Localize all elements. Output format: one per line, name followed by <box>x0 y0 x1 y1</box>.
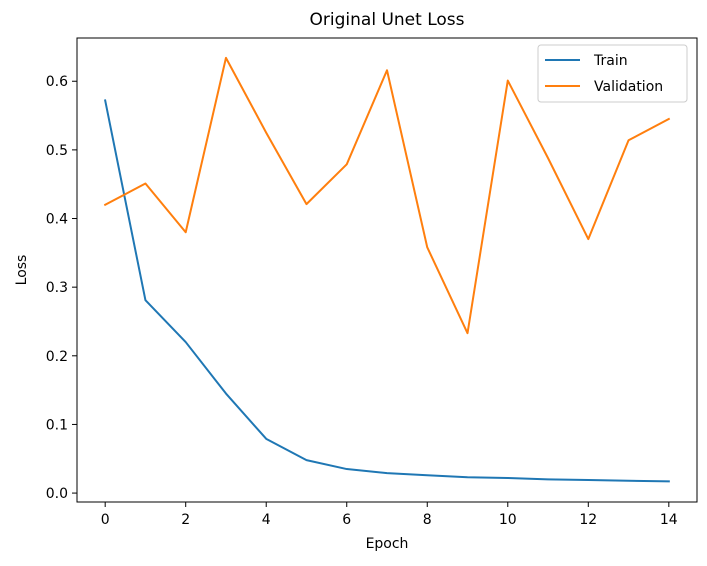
x-tick-label: 4 <box>262 512 271 528</box>
y-tick-label: 0.5 <box>46 143 68 159</box>
x-axis-label: Epoch <box>366 536 409 552</box>
x-tick-label: 0 <box>101 512 110 528</box>
x-tick-label: 2 <box>181 512 190 528</box>
y-tick-label: 0.0 <box>46 486 68 502</box>
x-axis: 0 2 4 6 8 10 12 14 <box>101 502 678 528</box>
y-tick-label: 0.3 <box>46 280 68 296</box>
legend-label-validation: Validation <box>594 79 663 95</box>
y-axis: 0.0 0.1 0.2 0.3 0.4 0.5 0.6 <box>46 74 77 502</box>
y-axis-label: Loss <box>14 255 30 286</box>
y-tick-label: 0.4 <box>46 212 68 228</box>
plot-content <box>103 56 671 483</box>
x-tick-label: 10 <box>499 512 517 528</box>
y-tick-label: 0.2 <box>46 349 68 365</box>
plot-frame <box>76 37 698 503</box>
x-tick-label: 8 <box>423 512 432 528</box>
chart-title: Original Unet Loss <box>310 10 465 30</box>
y-tick-label: 0.1 <box>46 417 68 433</box>
legend: Train Validation <box>537 44 688 103</box>
x-tick-label: 6 <box>342 512 351 528</box>
x-tick-label: 14 <box>660 512 678 528</box>
legend-label-train: Train <box>593 53 628 69</box>
series-line-train <box>104 99 670 483</box>
y-tick-label: 0.6 <box>46 74 68 90</box>
series-line-validation <box>103 56 671 335</box>
x-tick-label: 12 <box>579 512 597 528</box>
